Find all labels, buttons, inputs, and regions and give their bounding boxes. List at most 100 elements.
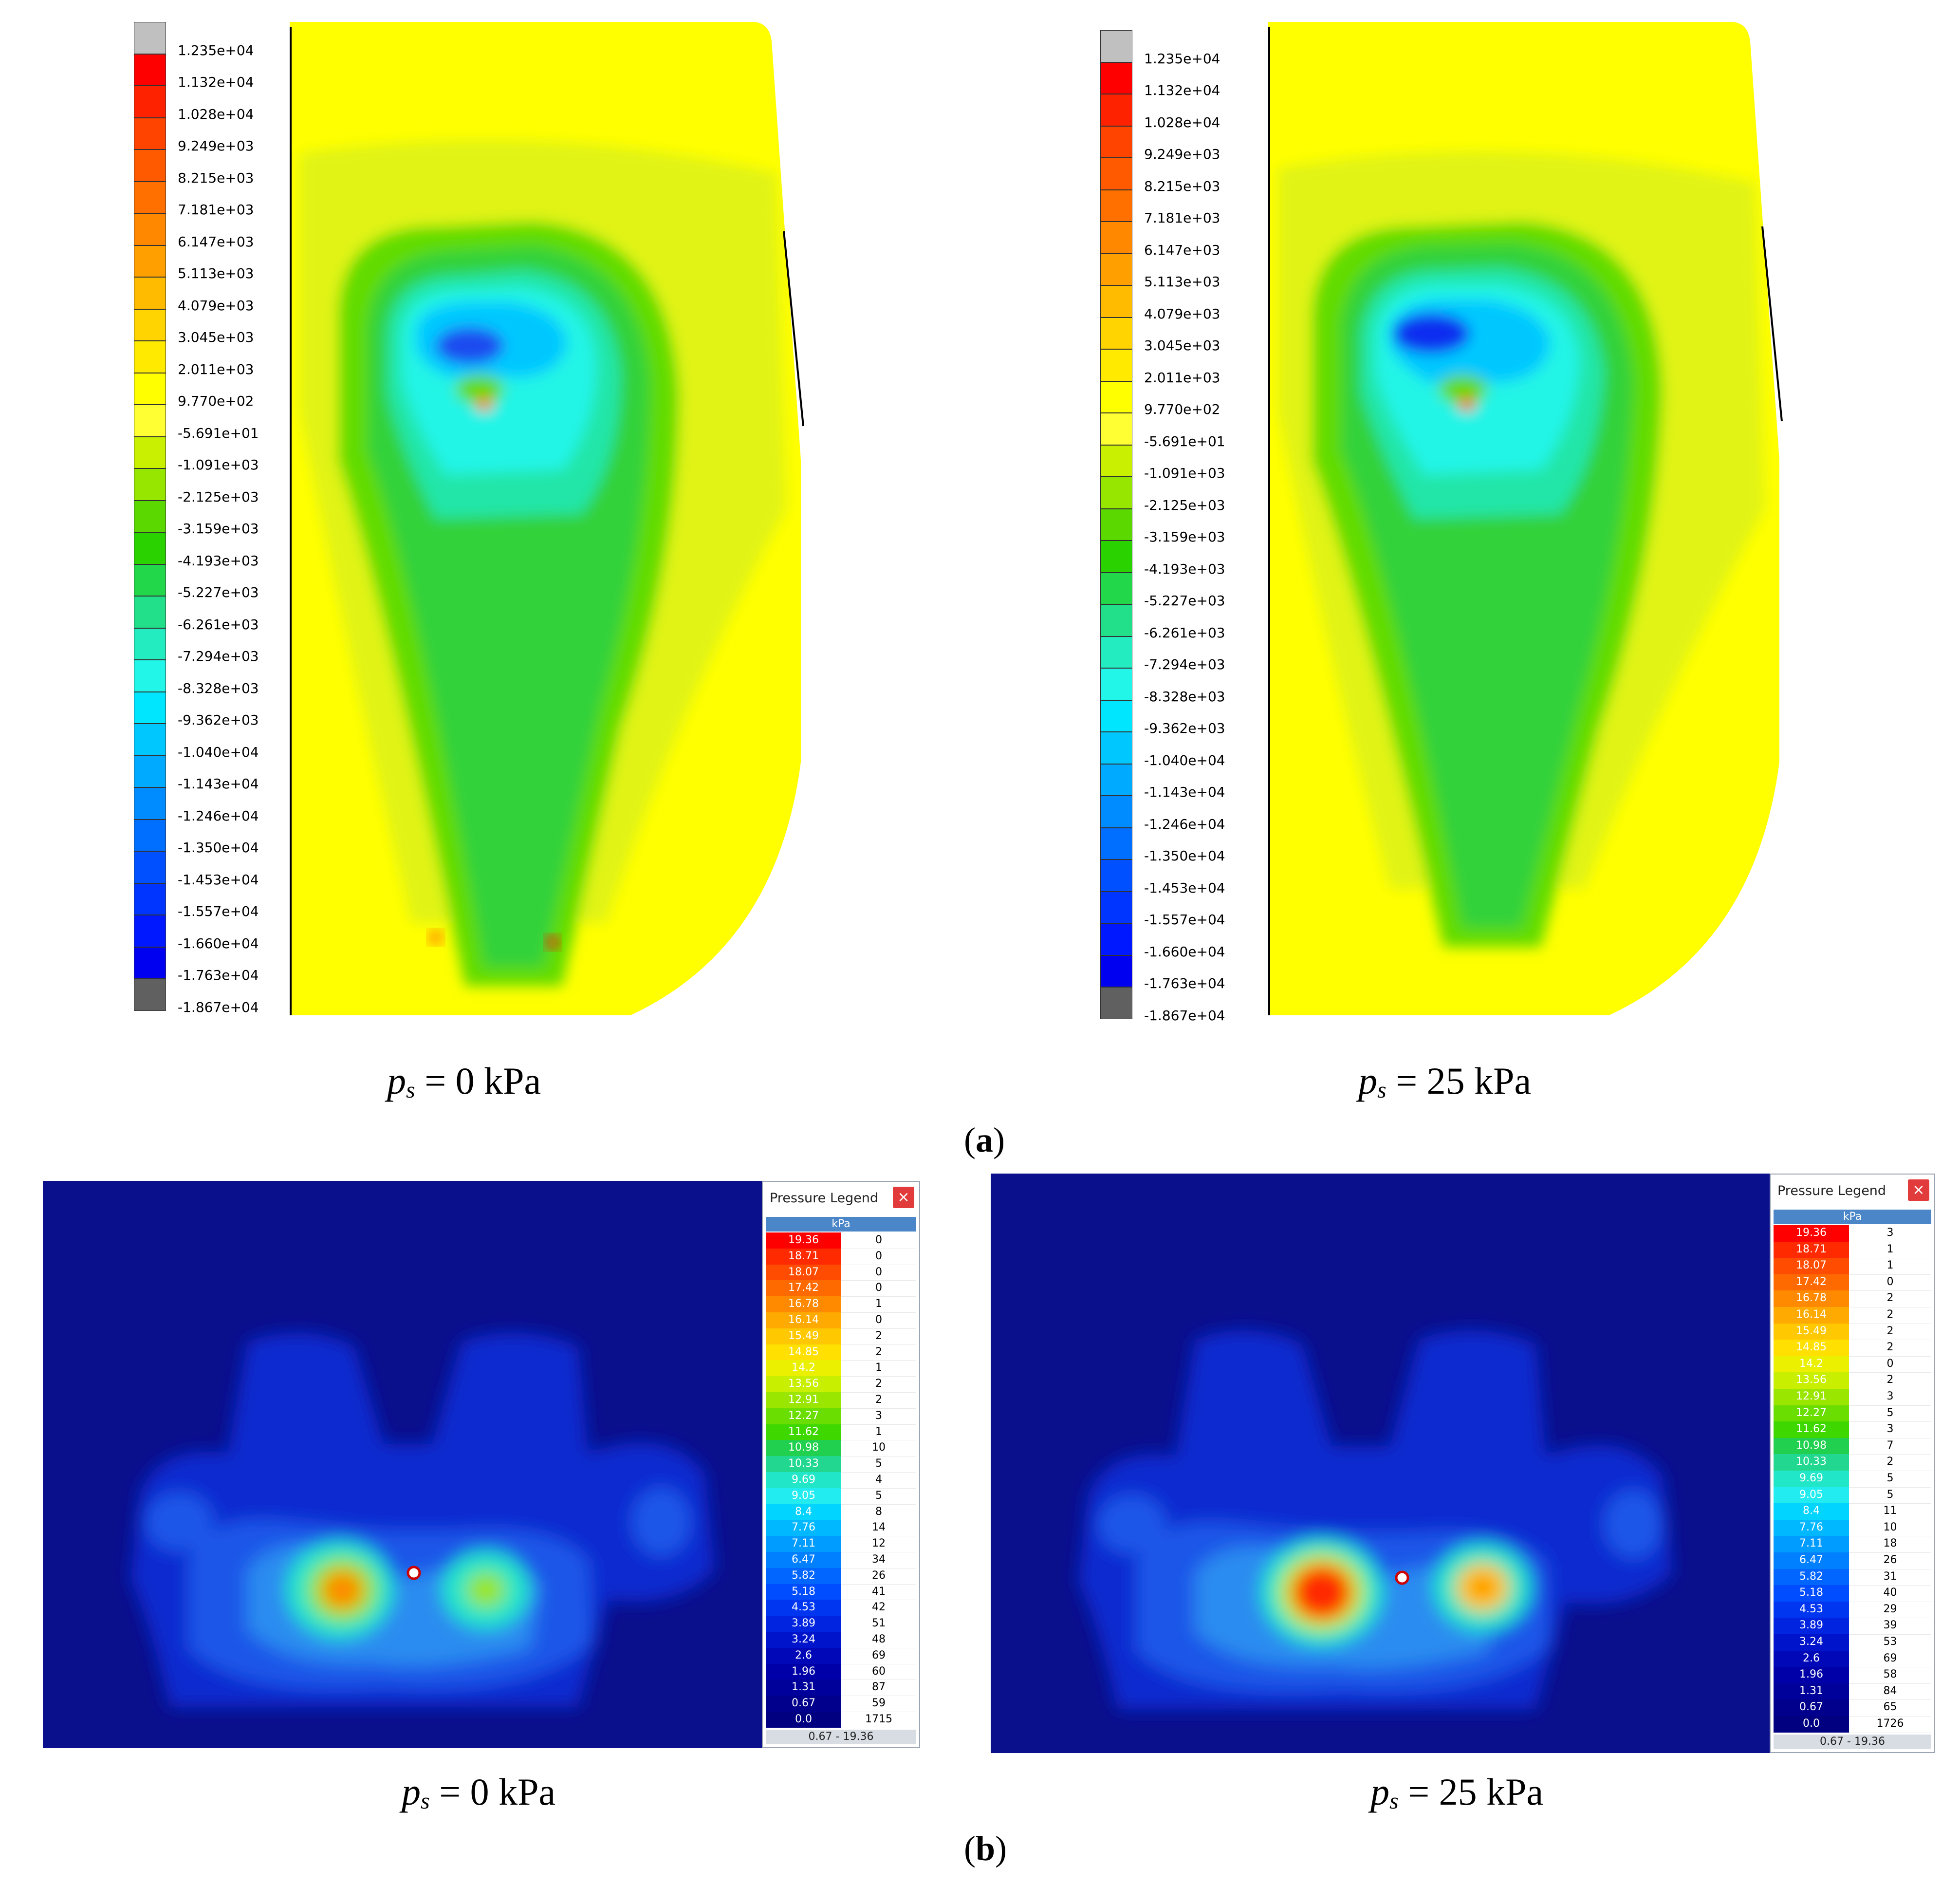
colorbar-swatch [134,660,166,692]
legend-count: 2 [841,1344,916,1361]
legend-row: 16.78 1 [766,1296,916,1313]
legend-count: 26 [841,1568,916,1585]
legend-row: 9.05 5 [766,1488,916,1505]
legend-value: 2.6 [766,1647,841,1664]
legend-row: 1.31 87 [766,1680,916,1697]
legend-value: 9.69 [766,1472,841,1488]
legend-value: 5.82 [1774,1568,1849,1586]
legend-row: 2.6 69 [766,1647,916,1664]
caption-a-left: ps = 0 kPa [387,1060,541,1103]
legend-count: 2 [1849,1340,1931,1357]
legend-value: 0.67 [766,1696,841,1712]
panel-label-b: (b) [964,1829,1007,1868]
legend-row: 18.71 1 [1774,1241,1931,1259]
colorbar-swatch [134,564,166,596]
range-footer[interactable]: 0.67 - 19.36 [1774,1735,1931,1749]
legend-value: 1.96 [1774,1667,1849,1683]
colorbar-swatch [134,724,166,756]
legend-row: 4.53 29 [1774,1601,1931,1619]
legend-count: 39 [1849,1618,1931,1635]
colorbar-label: -1.350e+04 [178,840,259,856]
colorbar-swatch [1100,987,1132,1019]
legend-count: 69 [841,1648,916,1664]
legend-count: 69 [1849,1651,1931,1668]
legend-row: 18.07 1 [1774,1258,1931,1275]
colorbar-label: -1.660e+04 [1144,943,1225,960]
colorbar-swatch [134,245,166,277]
colorbar-swatch [134,787,166,820]
legend-count: 51 [841,1616,916,1632]
legend-row: 10.98 7 [1774,1437,1931,1455]
legend-count: 2 [1849,1454,1931,1471]
legend-count: 87 [841,1680,916,1697]
colorbar-swatch [134,341,166,373]
legend-row: 14.2 1 [766,1360,916,1377]
colorbar-label: 5.113e+03 [178,265,254,282]
legend-row: 19.36 0 [766,1232,916,1249]
legend-count: 5 [841,1456,916,1473]
colorbar-swatch [1100,508,1132,541]
colorbar-label: -1.040e+04 [1144,752,1225,768]
colorbar-label: 4.079e+03 [178,297,254,314]
colorbar-swatch [1100,94,1132,126]
colorbar-swatch [1100,158,1132,190]
colorbar-label: -1.660e+04 [178,935,259,952]
colorbar-swatch [1100,285,1132,317]
legend-value: 12.91 [766,1392,841,1408]
colorbar-swatch [1100,923,1132,955]
legend-count: 10 [841,1440,916,1457]
colorbar-swatch [1100,413,1132,445]
legend-value: 1.31 [1774,1683,1849,1700]
legend-row: 7.76 14 [766,1520,916,1537]
unit-header[interactable]: kPa [766,1217,916,1232]
legend-value: 17.42 [766,1280,841,1297]
legend-count: 1 [1849,1242,1931,1259]
close-icon[interactable]: × [893,1187,914,1208]
legend-value: 3.89 [766,1616,841,1632]
colorbar-swatch [134,86,166,118]
legend-value: 10.33 [766,1456,841,1472]
legend-value: 18.07 [766,1264,841,1281]
colorbar-label: 9.249e+03 [1144,146,1220,163]
unit-header[interactable]: kPa [1774,1210,1931,1224]
legend-value: 1.96 [766,1663,841,1680]
legend-count: 14 [841,1520,916,1537]
legend-count: 5 [1849,1487,1931,1504]
legend-value: 15.49 [766,1328,841,1344]
colorbar-swatch [1100,955,1132,987]
close-icon[interactable]: × [1908,1179,1929,1201]
legend-row: 16.78 2 [1774,1290,1931,1307]
colorbar-label: -4.193e+03 [1144,560,1225,577]
colorbar-swatch [1100,636,1132,668]
legend-count: 34 [841,1552,916,1568]
legend-count: 8 [841,1504,916,1521]
legend-count: 11 [1849,1503,1931,1520]
range-footer[interactable]: 0.67 - 19.36 [766,1730,916,1744]
legend-row: 12.91 2 [766,1392,916,1409]
colorbar-swatch [134,500,166,532]
legend-value: 14.2 [766,1360,841,1377]
colorbar-label: 1.132e+04 [178,74,254,91]
legend-value: 4.53 [1774,1601,1849,1618]
colorbar-swatch [134,628,166,660]
colorbar-label: 9.770e+02 [1144,401,1220,418]
colorbar-swatch [1100,572,1132,604]
legend-row: 13.56 2 [1774,1372,1931,1389]
colorbar-label: 7.181e+03 [1144,210,1220,226]
colorbar-label: -5.691e+01 [1144,433,1225,449]
colorbar-label: -4.193e+03 [178,552,259,569]
legend-count: 0 [841,1312,916,1329]
legend-row: 12.91 3 [1774,1389,1931,1406]
legend-row: 9.05 5 [1774,1487,1931,1504]
fe-stress-map-left [290,22,804,1015]
legend-count: 0 [1849,1356,1931,1373]
colorbar-swatch [134,277,166,309]
colorbar-swatch [1100,859,1132,892]
legend-row: 8.4 8 [766,1504,916,1521]
colorbar-label: -1.143e+04 [178,776,259,792]
pressure-map-left [43,1181,807,1748]
legend-row: 16.14 0 [766,1312,916,1329]
legend-row: 7.11 12 [766,1536,916,1552]
colorbar-label: 8.215e+03 [178,169,254,186]
colorbar-label: -1.557e+04 [1144,912,1225,928]
